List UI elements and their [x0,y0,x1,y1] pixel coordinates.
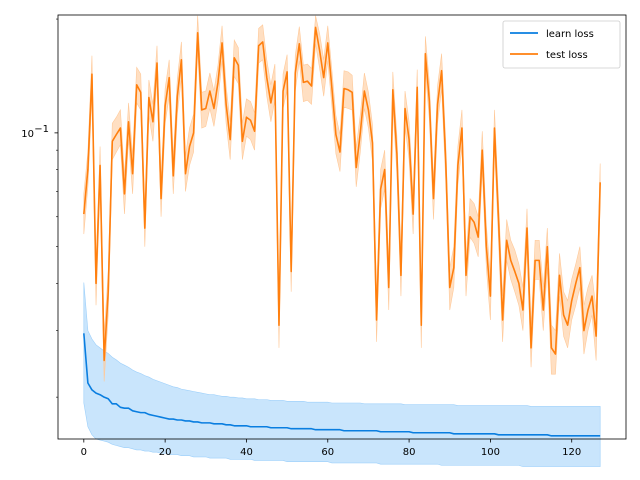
series-line-learn-loss [83,333,601,437]
x-tick-label: 0 [81,447,87,458]
legend-label-learn-loss: learn loss [546,29,594,40]
axes-background [58,15,626,439]
series-line-test-loss [83,26,601,362]
y-axis: 10 −1 [21,18,58,398]
x-tick-label: 100 [481,447,500,458]
x-tick-label: 60 [321,447,334,458]
x-tick-label: 120 [562,447,581,458]
y-tick-label: 10 [21,129,34,140]
axes-frame [57,14,627,440]
series-lines [83,26,601,437]
x-tick-label: 20 [159,447,172,458]
band-learn-loss [83,282,601,467]
x-tick-label: 40 [240,447,253,458]
legend: learn loss test loss [502,20,621,69]
x-tick-label: 80 [403,447,416,458]
x-axis: 0 20 40 60 80 100 120 [81,439,581,458]
legend-label-test-loss: test loss [546,50,588,61]
plot-area [58,15,626,467]
y-tick-exponent: −1 [34,124,49,135]
